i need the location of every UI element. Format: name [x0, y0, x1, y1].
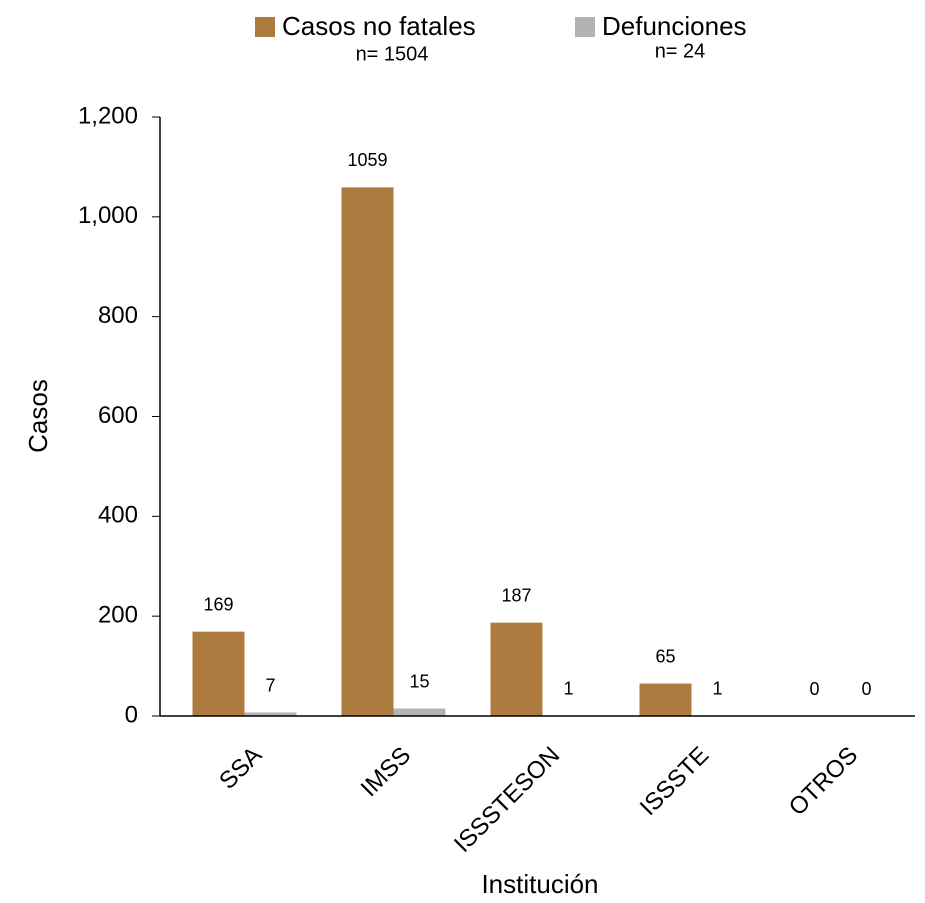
legend-label: Casos no fatales — [282, 11, 476, 41]
value-label: 15 — [409, 671, 429, 691]
bar — [393, 708, 446, 716]
x-tick-label: ISSSTE — [635, 742, 714, 821]
value-label: 1 — [563, 678, 573, 698]
value-label: 0 — [861, 679, 871, 699]
y-tick-label: 0 — [125, 701, 138, 728]
legend-note: n= 24 — [655, 40, 706, 62]
y-axis-title: Casos — [23, 379, 53, 453]
value-label: 187 — [501, 585, 531, 605]
legend-swatch — [255, 17, 275, 37]
legend-label: Defunciones — [602, 11, 747, 41]
x-tick-label: OTROS — [784, 742, 863, 821]
x-tick-label: SSA — [214, 742, 267, 795]
y-tick-label: 600 — [98, 402, 138, 429]
bar — [490, 622, 543, 716]
value-label: 0 — [809, 679, 819, 699]
legend-swatch — [575, 17, 595, 37]
bar — [341, 187, 394, 716]
value-label: 7 — [265, 675, 275, 695]
x-tick-label: IMSS — [356, 742, 417, 803]
value-label: 1 — [712, 678, 722, 698]
legend-note: n= 1504 — [356, 43, 429, 65]
y-tick-label: 400 — [98, 502, 138, 529]
bar — [244, 712, 297, 716]
value-label: 169 — [203, 594, 233, 614]
y-tick-label: 1,000 — [78, 202, 138, 229]
bar — [639, 683, 692, 716]
value-label: 65 — [655, 646, 675, 666]
x-axis-title: Institución — [481, 869, 598, 899]
y-tick-label: 1,200 — [78, 102, 138, 129]
value-label: 1059 — [347, 150, 387, 170]
bar — [192, 631, 245, 716]
x-tick-label: ISSSTESON — [449, 742, 565, 858]
y-tick-label: 200 — [98, 602, 138, 629]
y-tick-label: 800 — [98, 302, 138, 329]
